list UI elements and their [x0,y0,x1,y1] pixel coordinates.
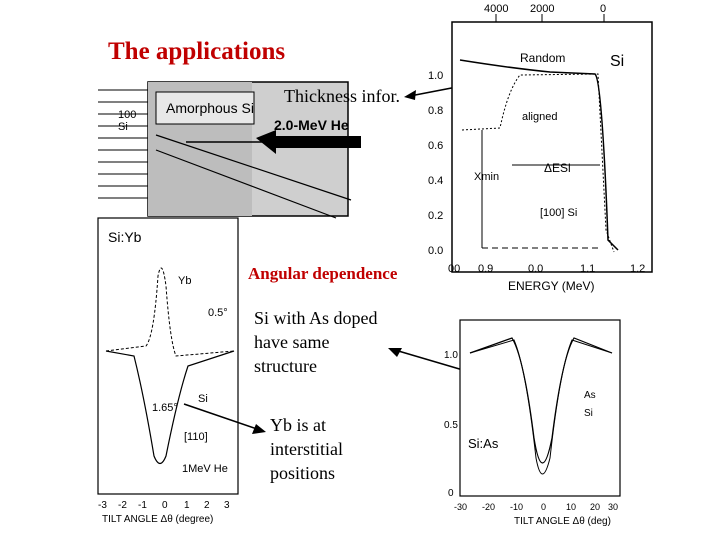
angular-label: Angular dependence [248,264,398,283]
y-tick-0: 0 [448,488,454,499]
doped-note-line-2: have same [254,332,330,352]
x-tick-10: 10 [566,502,576,512]
crystal-direction: 100 [118,109,136,121]
y-tick-1.0: 1.0 [444,350,458,361]
doped-note: Si with As doped have same structure [254,306,378,378]
as-label: As [584,390,596,401]
x-tick-2: 2 [204,500,210,511]
si-label: Si [198,393,208,405]
x-tick-m30: -30 [454,502,467,512]
channeling-diagram: Amorphous Si 100 Si 2.0-MeV He [98,81,361,219]
yb-note-line-3: positions [270,463,336,483]
y-tick-0.4: 0.4 [428,175,443,187]
x-tick-m1: -1 [138,500,147,511]
width-si: 1.65° [152,402,178,414]
aligned-curve [461,73,615,253]
si-curve [469,339,613,475]
y-tick-0.8: 0.8 [428,105,443,117]
y-tick-0.2: 0.2 [428,210,443,222]
yb-label: Yb [178,275,191,287]
y-tick-0.6: 0.6 [428,140,443,152]
x-tick-1.1: 1.1 [580,263,595,275]
top-tick-4000: 4000 [484,3,508,15]
thickness-label: Thickness infor. [284,86,400,106]
slide-title: The applications [108,38,286,65]
si-curve [105,350,235,465]
beam-label: 2.0-MeV He [274,117,349,133]
random-label: Random [520,51,565,65]
element-label: Si [610,53,624,70]
x-tick-0: 0 [541,502,546,512]
aligned-label: aligned [522,111,557,123]
yb-note: Yb is at interstitial positions [270,413,343,485]
direction-label: [110] [184,431,208,443]
x-tick-00: 00 [448,263,460,275]
x-axis-label: TILT ANGLE Δθ (degree) [102,514,213,525]
x-tick-1: 1 [184,500,190,511]
crystal-name: Si [118,121,128,133]
yb-note-line-1: Yb is at [270,415,326,435]
yb-arrow [183,403,266,434]
doped-note-line-3: structure [254,356,317,376]
xmin-label: Xmin [474,171,499,183]
y-tick-0.5: 0.5 [444,420,458,431]
x-tick-30: 30 [608,502,618,512]
yb-note-line-2: interstitial [270,439,343,459]
yb-curve [105,267,235,357]
plot-title: Si:As [468,436,499,451]
y-tick-1.0: 1.0 [428,70,443,82]
top-tick-0: 0 [600,3,606,15]
x-tick-m2: -2 [118,500,127,511]
si-label: Si [584,408,593,419]
random-curve [459,59,619,251]
width-yb: 0.5° [208,307,228,319]
x-tick-0.0: 0.0 [528,263,543,275]
x-axis-label: TILT ANGLE Δθ (deg) [514,516,611,527]
x-tick-1.2: 1.2 [630,263,645,275]
x-tick-20: 20 [590,502,600,512]
x-tick-m3: -3 [98,500,107,511]
x-tick-0.9: 0.9 [478,263,493,275]
plot-title: Si:Yb [108,229,142,245]
x-tick-m20: -20 [482,502,495,512]
top-tick-2000: 2000 [530,3,554,15]
beam-label: 1MeV He [182,463,228,475]
scattered-path-2 [155,149,337,219]
amorphous-label: Amorphous Si [166,100,254,116]
y-tick-0.0: 0.0 [428,245,443,257]
atom-rows [98,89,148,199]
si-as-plot: 1.0 0.5 0 As Si Si:As -30 -20 -10 0 10 2… [444,319,621,527]
amorphous-layer [155,91,255,125]
doped-note-line-1: Si with As doped [254,308,378,328]
si-yb-plot: Si:Yb Yb 0.5° Si 1.65° [110] 1MeV He -3 … [97,217,239,525]
x-axis-label: ENERGY (MeV) [508,279,594,293]
beam-arrow [256,130,361,154]
x-tick-0: 0 [162,500,168,511]
scattered-path-1 [155,134,352,201]
energy-spectrum: 4000 2000 0 1.0 0.8 0.6 0.4 0.2 0.0 Rand… [428,3,653,293]
delta-e-label: ΔESi [544,161,571,175]
direction-label: [100] Si [540,207,577,219]
x-tick-3: 3 [224,500,230,511]
x-tick-m10: -10 [510,502,523,512]
